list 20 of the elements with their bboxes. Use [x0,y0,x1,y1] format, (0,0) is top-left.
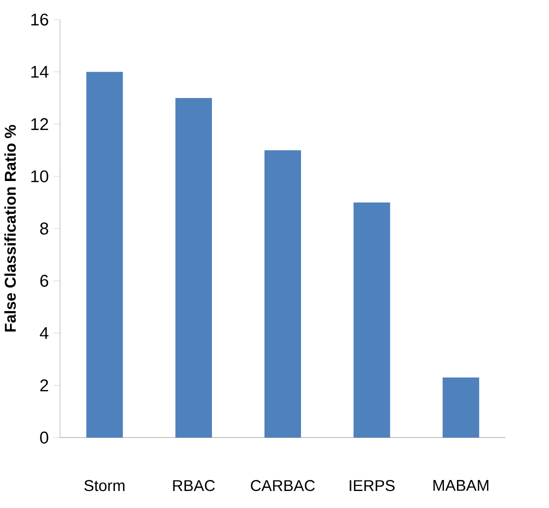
bar [264,150,302,438]
y-tick-label: 10 [31,170,48,182]
x-tick-label: MABAM [433,480,488,491]
y-tick-label: 0 [40,432,48,444]
y-tick-label: 16 [31,14,48,26]
bar [442,377,480,438]
y-tick-label: 8 [40,222,48,235]
x-tick-label: RBAC [173,480,215,492]
x-tick-label: Storm [84,480,124,492]
y-tick-label: 12 [31,118,48,130]
bar [175,98,212,438]
bar [354,202,390,438]
y-tick-label: 2 [40,379,48,392]
y-tick-label: 14 [31,66,48,78]
y-tick-label: 6 [40,274,48,287]
y-axis-title: False Classification Ratio % [4,124,16,332]
x-tick-label: IERPS [350,480,395,492]
x-tick-label: CARBAC [250,480,315,492]
y-tick-label: 4 [40,327,48,339]
bar [86,72,123,438]
